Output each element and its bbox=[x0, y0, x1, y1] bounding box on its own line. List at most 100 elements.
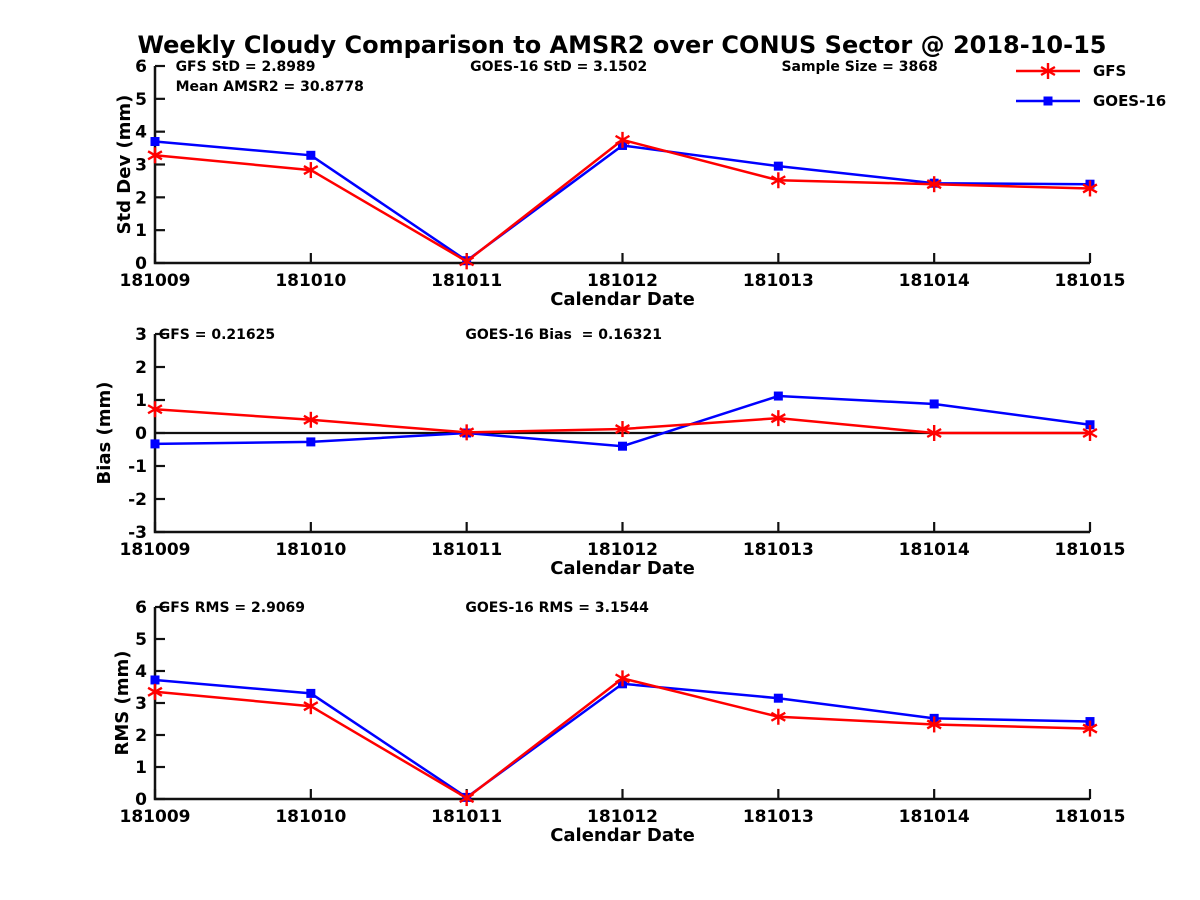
GFS-asterisk-marker-icon bbox=[926, 716, 942, 733]
y-tick-label: 2 bbox=[135, 188, 147, 208]
GOES-16-square-marker-icon bbox=[773, 161, 783, 171]
annotation: GFS RMS = 2.9069 bbox=[159, 600, 305, 616]
y-tick-label: 1 bbox=[135, 391, 147, 411]
legend-label-goes16: GOES-16 bbox=[1093, 92, 1167, 110]
annotation: GOES-16 StD = 3.1502 bbox=[470, 59, 647, 75]
x-tick-label: 181012 bbox=[587, 271, 658, 291]
x-tick-label: 181010 bbox=[275, 540, 346, 560]
x-tick-label: 181012 bbox=[587, 540, 658, 560]
y-tick-label: 2 bbox=[135, 726, 147, 746]
x-tick-label: 181013 bbox=[743, 540, 814, 560]
GFS-asterisk-marker-icon bbox=[1082, 425, 1098, 441]
legend-GOES-16-square-marker-icon bbox=[1043, 96, 1053, 106]
axes-frame bbox=[153, 66, 1090, 265]
GFS-asterisk-marker-icon bbox=[147, 683, 163, 700]
annotation: Mean AMSR2 = 30.8778 bbox=[176, 79, 364, 95]
GOES-16-square-marker-icon bbox=[929, 399, 939, 409]
GOES-16-square-marker-icon bbox=[773, 391, 783, 401]
GFS-asterisk-marker-icon bbox=[147, 147, 163, 164]
x-tick-label: 181015 bbox=[1055, 540, 1126, 560]
subplot-rms: 0 1 2 3 4 5 6 181009 181010 181011 181012 181013 181… bbox=[112, 598, 1125, 846]
series-line-GOES-16 bbox=[154, 678, 1091, 799]
legend: GFS GOES-16 bbox=[1014, 62, 1167, 123]
GFS-asterisk-marker-icon bbox=[1082, 180, 1098, 197]
x-axis-label: Calendar Date bbox=[550, 289, 695, 310]
series-line-GOES-16 bbox=[154, 140, 1091, 263]
GFS-asterisk-marker-icon bbox=[926, 176, 942, 193]
x-tick-label: 181015 bbox=[1055, 807, 1126, 827]
x-tick-label: 181015 bbox=[1055, 271, 1126, 291]
GOES-16-square-marker-icon bbox=[306, 688, 316, 698]
x-tick-label: 181013 bbox=[743, 807, 814, 827]
x-tick-label: 181014 bbox=[899, 540, 970, 560]
y-axis-label: RMS (mm) bbox=[112, 651, 133, 756]
x-tick-label: 181011 bbox=[431, 271, 502, 291]
GOES-16-square-marker-icon bbox=[306, 437, 316, 447]
y-tick-label: -3 bbox=[128, 523, 147, 543]
legend-item-gfs: GFS bbox=[1014, 62, 1166, 80]
x-axis-label: Calendar Date bbox=[550, 825, 695, 846]
GOES-16-square-marker-icon bbox=[150, 137, 160, 147]
subplot-std_dev: 0 1 2 3 4 5 6 181009 181010 181011 181012 181013 181… bbox=[114, 57, 1125, 310]
annotation: GOES-16 RMS = 3.1544 bbox=[465, 600, 649, 616]
GFS-asterisk-marker-icon bbox=[303, 698, 319, 715]
y-tick-label: 6 bbox=[135, 57, 147, 77]
x-tick-label: 181012 bbox=[587, 807, 658, 827]
y-tick-label: 1 bbox=[135, 221, 147, 241]
y-tick-label: 2 bbox=[135, 358, 147, 378]
GFS-asterisk-marker-icon bbox=[614, 670, 631, 687]
series-line-GFS bbox=[154, 138, 1091, 263]
y-tick-label: 0 bbox=[135, 424, 147, 444]
GFS-asterisk-marker-icon bbox=[770, 410, 786, 427]
GFS-asterisk-marker-icon bbox=[303, 411, 319, 428]
y-tick-label: 0 bbox=[135, 254, 147, 274]
subplot-bias: -3 -2 -1 0 1 2 3 181009 181010 181011 181012 181013… bbox=[94, 325, 1125, 579]
GFS-asterisk-marker-icon bbox=[459, 424, 475, 441]
x-tick-label: 181011 bbox=[431, 540, 502, 560]
x-tick-label: 181009 bbox=[120, 807, 191, 827]
y-tick-label: 5 bbox=[135, 630, 147, 650]
GFS-asterisk-marker-icon bbox=[926, 425, 942, 441]
x-tick-label: 181013 bbox=[743, 271, 814, 291]
annotation: GFS = 0.21625 bbox=[159, 327, 275, 343]
y-tick-label: 4 bbox=[135, 662, 147, 682]
y-tick-label: -2 bbox=[128, 490, 147, 510]
y-tick-label: 6 bbox=[135, 598, 147, 618]
annotation: Sample Size = 3868 bbox=[781, 59, 937, 75]
x-tick-label: 181009 bbox=[120, 271, 191, 291]
y-tick-label: 5 bbox=[135, 90, 147, 110]
legend-label-gfs: GFS bbox=[1093, 62, 1127, 80]
y-tick-label: 1 bbox=[135, 758, 147, 778]
x-tick-label: 181011 bbox=[431, 807, 502, 827]
x-tick-label: 181014 bbox=[899, 271, 970, 291]
GFS-asterisk-marker-icon bbox=[770, 708, 786, 725]
x-tick-label: 181010 bbox=[275, 271, 346, 291]
y-tick-label: -1 bbox=[128, 457, 147, 477]
legend-item-goes16: GOES-16 bbox=[1014, 92, 1167, 110]
GFS-asterisk-marker-icon bbox=[459, 790, 475, 807]
series-line-GFS bbox=[154, 677, 1091, 800]
chart-title: Weekly Cloudy Comparison to AMSR2 over C… bbox=[137, 31, 1107, 59]
y-tick-label: 4 bbox=[135, 123, 147, 143]
GFS-asterisk-marker-icon bbox=[147, 401, 163, 418]
GOES-16-square-marker-icon bbox=[1085, 420, 1095, 430]
GFS-asterisk-marker-icon bbox=[1082, 720, 1098, 737]
GFS-asterisk-marker-icon bbox=[459, 253, 475, 270]
y-tick-label: 3 bbox=[135, 156, 147, 176]
annotation: GFS StD = 2.8989 bbox=[176, 59, 316, 75]
x-tick-label: 181014 bbox=[899, 807, 970, 827]
x-tick-label: 181010 bbox=[275, 807, 346, 827]
GOES-16-square-marker-icon bbox=[150, 675, 160, 685]
y-tick-label: 3 bbox=[135, 694, 147, 714]
gfs-line-marker-icon bbox=[1016, 63, 1080, 79]
y-tick-label: 0 bbox=[135, 790, 147, 810]
annotation: GOES-16 Bias = 0.16321 bbox=[465, 327, 662, 343]
y-axis-label: Bias (mm) bbox=[94, 382, 115, 485]
GFS-asterisk-marker-icon bbox=[770, 172, 786, 189]
GOES-16-square-marker-icon bbox=[150, 439, 160, 449]
x-tick-label: 181009 bbox=[120, 540, 191, 560]
GFS-asterisk-marker-icon bbox=[614, 131, 631, 148]
axes-frame bbox=[153, 607, 1090, 801]
